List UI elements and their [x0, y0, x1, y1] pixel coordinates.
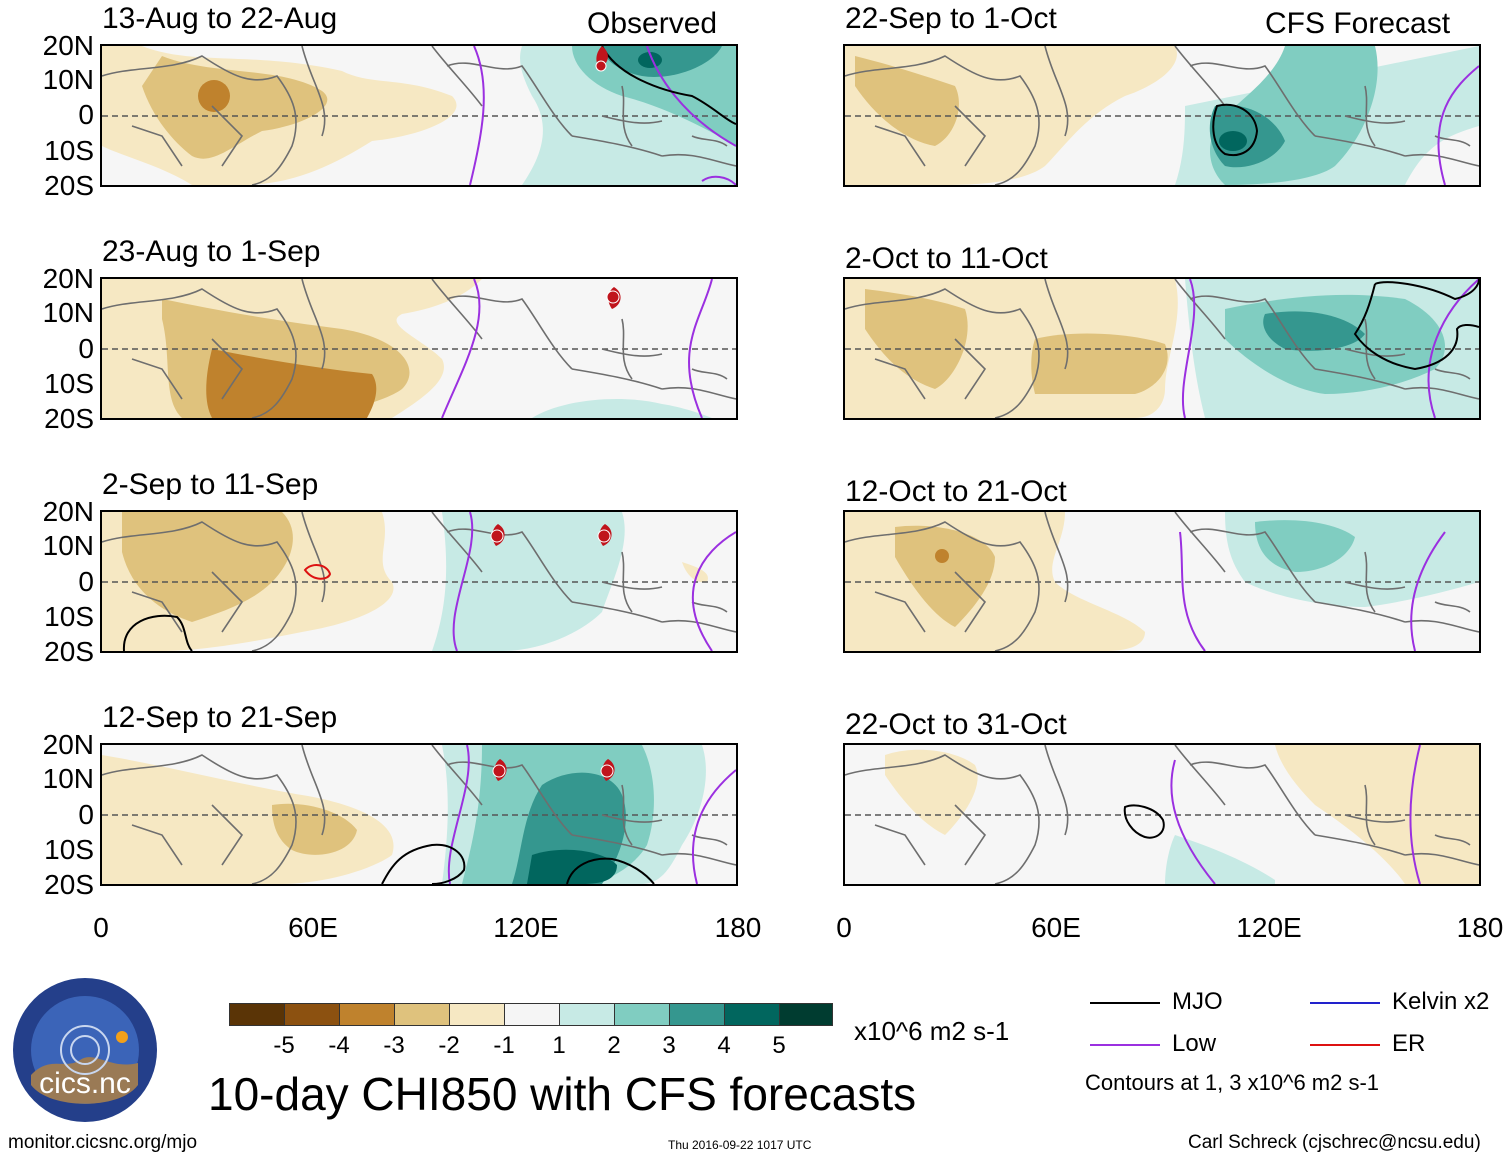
lon-label: 0 — [93, 912, 109, 943]
cics-logo: cics.nc — [10, 975, 160, 1125]
colorbar-swatch — [284, 1003, 340, 1026]
panel-title: 22-Sep to 1-Oct — [845, 2, 1057, 35]
lat-label: 20N — [42, 263, 94, 294]
storm-marker-icon — [600, 759, 615, 781]
panel-title: 12-Sep to 21-Sep — [102, 701, 338, 734]
storm-marker-icon — [492, 759, 507, 781]
colorbar-tick: -5 — [273, 1032, 295, 1059]
website-link[interactable]: monitor.cicsnc.org/mjo — [8, 1132, 198, 1153]
lat-label: 0 — [78, 333, 94, 364]
colorbar-swatch — [449, 1003, 505, 1026]
map-panel-oct2 — [843, 277, 1481, 420]
storm-marker-icon — [490, 524, 505, 546]
colorbar-swatch — [339, 1003, 395, 1026]
panel-title: 2-Sep to 11-Sep — [102, 468, 319, 501]
storm-marker-icon — [606, 287, 621, 309]
lat-label: 0 — [78, 566, 94, 597]
lat-label: 0 — [78, 99, 94, 130]
main-title: 10-day CHI850 with CFS forecasts — [208, 1068, 917, 1120]
er-line-icon — [1310, 1044, 1380, 1046]
colorbar-tick: 2 — [607, 1032, 621, 1059]
lon-label: 60E — [1031, 912, 1081, 943]
lat-label: 10N — [42, 763, 94, 794]
colorbar-swatch — [724, 1003, 780, 1026]
colorbar-swatch — [669, 1003, 725, 1026]
panel-title: 2-Oct to 11-Oct — [845, 242, 1048, 275]
author-credit: Carl Schreck (cjschrec@ncsu.edu) — [1188, 1132, 1481, 1153]
lat-label: 10N — [42, 530, 94, 561]
lat-label: 10S — [44, 135, 94, 166]
lon-label: 120E — [493, 912, 559, 943]
map-panel-sep22 — [843, 44, 1481, 187]
lat-label: 20S — [44, 636, 94, 667]
timestamp: Thu 2016-09-22 1017 UTC — [668, 1138, 812, 1152]
legend-low: Low — [1172, 1030, 1217, 1057]
panel-title: 23-Aug to 1-Sep — [102, 235, 321, 268]
lat-label: 0 — [78, 799, 94, 830]
lat-label: 10N — [42, 64, 94, 95]
colorbar-swatch — [559, 1003, 615, 1026]
lat-label: 10S — [44, 601, 94, 632]
colorbar-tick: -3 — [383, 1032, 405, 1059]
legend-kelvin: Kelvin x2 — [1392, 988, 1490, 1015]
lat-label: 10N — [42, 297, 94, 328]
colorbar-tick: 3 — [662, 1032, 676, 1059]
lon-label: 0 — [836, 912, 852, 943]
lon-label: 180 — [1456, 912, 1504, 943]
panel-title: 13-Aug to 22-Aug — [102, 2, 338, 35]
legend-er: ER — [1392, 1030, 1426, 1057]
colorbar-tick: 5 — [772, 1032, 786, 1059]
panel-title: 12-Oct to 21-Oct — [845, 475, 1067, 508]
colorbar-swatch — [229, 1003, 285, 1026]
colorbar-swatch — [394, 1003, 450, 1026]
colorbar-tick: -4 — [328, 1032, 350, 1059]
colorbar-swatch — [504, 1003, 560, 1026]
lon-label: 60E — [288, 912, 338, 943]
low-line-icon — [1090, 1044, 1160, 1046]
map-panel-aug13 — [100, 44, 738, 187]
panel-title: 22-Oct to 31-Oct — [845, 708, 1067, 741]
map-panel-sep12 — [100, 743, 738, 886]
lon-label: 180 — [714, 912, 762, 943]
lat-label: 20N — [42, 496, 94, 527]
colorbar-tick: -2 — [438, 1032, 460, 1059]
colorbar-swatch — [614, 1003, 670, 1026]
lat-label: 20S — [44, 170, 94, 201]
mjo-line-icon — [1090, 1002, 1160, 1004]
storm-marker-icon — [595, 46, 608, 72]
logo-text: cics.nc — [39, 1067, 131, 1100]
colorbar-swatch — [779, 1003, 833, 1026]
colorbar-units: x10^6 m2 s-1 — [854, 1016, 1010, 1046]
storm-marker-icon — [597, 524, 612, 546]
colorbar-tick: 1 — [552, 1032, 566, 1059]
lat-label: 20N — [42, 30, 94, 61]
map-panel-aug23 — [100, 277, 738, 420]
lon-label: 120E — [1236, 912, 1302, 943]
map-panel-sep2 — [100, 510, 738, 653]
lat-label: 10S — [44, 368, 94, 399]
lat-label: 20S — [44, 403, 94, 434]
lat-label: 10S — [44, 834, 94, 865]
colorbar-tick: -1 — [493, 1032, 515, 1059]
map-panel-oct12 — [843, 510, 1481, 653]
colorbar-tick: 4 — [717, 1032, 731, 1059]
kelvin-line-icon — [1310, 1002, 1380, 1004]
legend-mjo: MJO — [1172, 988, 1223, 1015]
map-panel-oct22 — [843, 743, 1481, 886]
forecast-label: CFS Forecast — [1265, 7, 1451, 40]
lat-label: 20S — [44, 869, 94, 900]
contours-note: Contours at 1, 3 x10^6 m2 s-1 — [1085, 1070, 1380, 1095]
observed-label: Observed — [587, 7, 718, 40]
lat-label: 20N — [42, 729, 94, 760]
